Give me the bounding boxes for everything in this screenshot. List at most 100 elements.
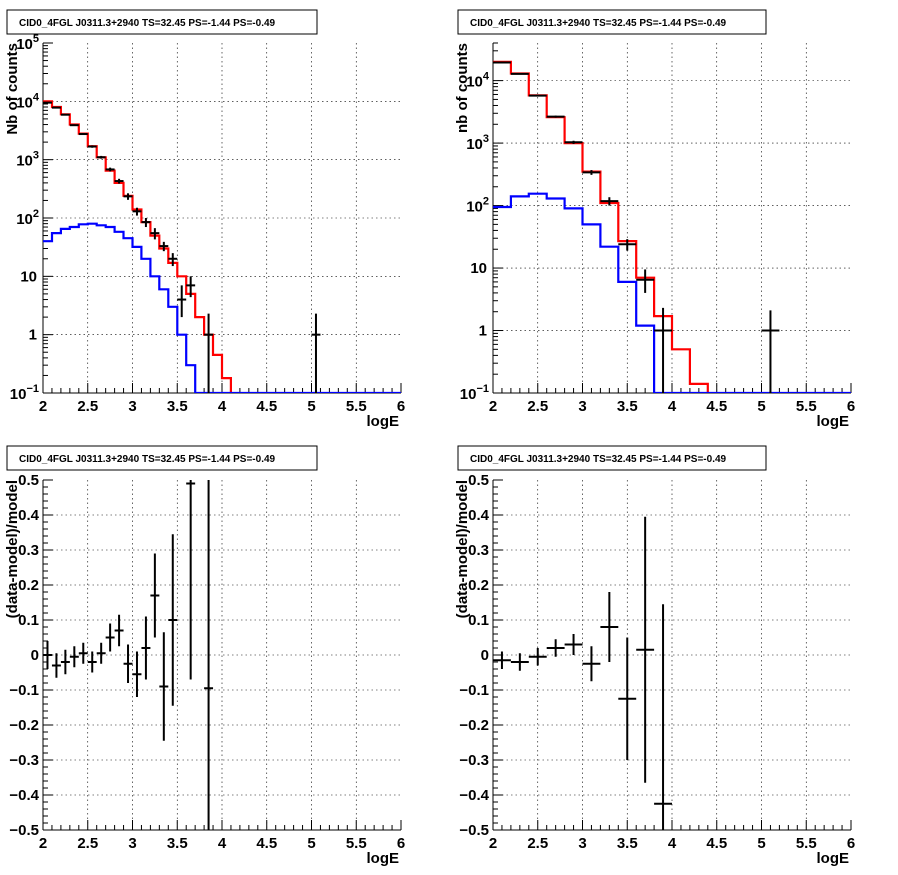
y-tick-label: 105 <box>16 33 39 53</box>
y-tick-label: −0.2 <box>459 717 489 734</box>
data-point <box>546 639 565 657</box>
x-tick-label: 6 <box>847 398 855 415</box>
x-axis-title: logE <box>367 850 400 867</box>
x-tick-label: 3.5 <box>167 398 188 415</box>
y-tick-exponent: 2 <box>483 196 489 208</box>
axis-ticks <box>42 479 402 831</box>
plot-data <box>43 480 214 830</box>
data-point <box>51 653 61 678</box>
data-point <box>132 651 142 697</box>
y-tick-label: 1 <box>479 323 487 340</box>
x-axis-title: logE <box>817 850 850 867</box>
y-axis-title: (data-model)/model <box>454 480 471 618</box>
data-point <box>761 310 780 393</box>
data-point <box>69 646 79 668</box>
data-point <box>114 614 124 647</box>
y-tick-label: 104 <box>466 71 490 91</box>
data-point <box>168 534 178 706</box>
x-tick-label: 5.5 <box>346 398 367 415</box>
data-point <box>582 646 601 682</box>
histogram-series-blue <box>43 222 401 393</box>
x-tick-label: 5.5 <box>796 835 817 852</box>
y-tick-base: 10 <box>16 211 33 228</box>
x-tick-label: 4 <box>218 398 227 415</box>
y-tick-label: −0.3 <box>9 752 39 769</box>
x-tick-label: 3 <box>128 398 136 415</box>
chart-title-box <box>6 445 318 471</box>
data-point <box>51 106 61 109</box>
x-tick-label: 2.5 <box>77 835 98 852</box>
data-point <box>493 651 511 669</box>
y-tick-label: 102 <box>466 196 489 216</box>
data-points <box>493 516 672 830</box>
data-point <box>600 592 619 662</box>
data-point <box>141 616 151 680</box>
data-point <box>87 145 97 148</box>
x-tick-label: 3 <box>128 835 136 852</box>
plot-data <box>493 60 851 393</box>
y-tick-label: 10 <box>470 260 487 277</box>
x-axis-title: logE <box>367 413 400 430</box>
data-point <box>43 101 52 104</box>
data-point <box>564 140 583 144</box>
y-tick-label: −0.5 <box>9 822 39 839</box>
data-point <box>311 313 321 393</box>
y-tick-label: 10 <box>20 268 37 285</box>
y-tick-label: 102 <box>16 208 39 228</box>
data-point <box>114 178 124 184</box>
x-tick-label: 3.5 <box>617 398 638 415</box>
y-axis-title: nb of counts <box>454 43 471 133</box>
y-tick-label: 1 <box>29 327 37 344</box>
y-tick-label: −0.2 <box>9 717 39 734</box>
x-tick-label: 2.5 <box>527 835 548 852</box>
data-point <box>78 133 88 136</box>
y-tick-label: 103 <box>16 150 39 170</box>
x-tick-label: 3.5 <box>167 835 188 852</box>
data-point <box>493 61 511 64</box>
y-axis-title: Nb of counts <box>4 43 21 135</box>
data-point <box>96 155 106 159</box>
x-tick-label: 4.5 <box>256 835 277 852</box>
x-tick-label: 3.5 <box>617 835 638 852</box>
x-tick-label: 4 <box>218 835 227 852</box>
y-tick-label: 10−1 <box>460 383 489 403</box>
data-point <box>564 634 583 655</box>
data-point <box>60 649 70 675</box>
data-point <box>150 553 160 638</box>
data-point <box>141 218 151 228</box>
x-tick-label: 6 <box>847 835 855 852</box>
data-point <box>105 167 115 172</box>
data-point <box>168 253 178 267</box>
x-tick-label: 5.5 <box>346 835 367 852</box>
data-point <box>150 228 160 240</box>
plot-data <box>43 100 401 393</box>
y-tick-label: 0.2 <box>18 577 39 594</box>
chart-title-box <box>457 445 767 471</box>
data-point <box>177 285 187 318</box>
y-tick-exponent: 3 <box>483 133 489 145</box>
data-point <box>582 170 601 175</box>
y-tick-exponent: 3 <box>33 150 39 162</box>
y-tick-exponent: 4 <box>483 71 490 83</box>
chart-title: CID0_4FGL J0311.3+2940 TS=32.45 PS=-1.44… <box>19 454 276 465</box>
data-point <box>123 193 133 200</box>
chart-title: CID0_4FGL J0311.3+2940 TS=32.45 PS=-1.44… <box>470 18 727 29</box>
y-tick-exponent: −1 <box>26 383 39 395</box>
data-point <box>528 648 547 666</box>
data-points <box>493 61 780 393</box>
x-tick-label: 4.5 <box>706 398 727 415</box>
data-point <box>159 241 169 252</box>
y-tick-label: 0.3 <box>18 542 39 559</box>
y-tick-label: −0.4 <box>9 787 39 804</box>
chart-title: CID0_4FGL J0311.3+2940 TS=32.45 PS=-1.44… <box>470 454 727 465</box>
data-point <box>60 113 70 116</box>
plot-data <box>493 516 672 830</box>
y-tick-base: 10 <box>10 386 27 403</box>
x-tick-label: 4 <box>668 835 677 852</box>
data-point <box>78 642 88 664</box>
data-point <box>69 124 79 127</box>
data-point <box>43 641 52 669</box>
data-point <box>132 207 142 216</box>
data-point <box>600 197 619 206</box>
